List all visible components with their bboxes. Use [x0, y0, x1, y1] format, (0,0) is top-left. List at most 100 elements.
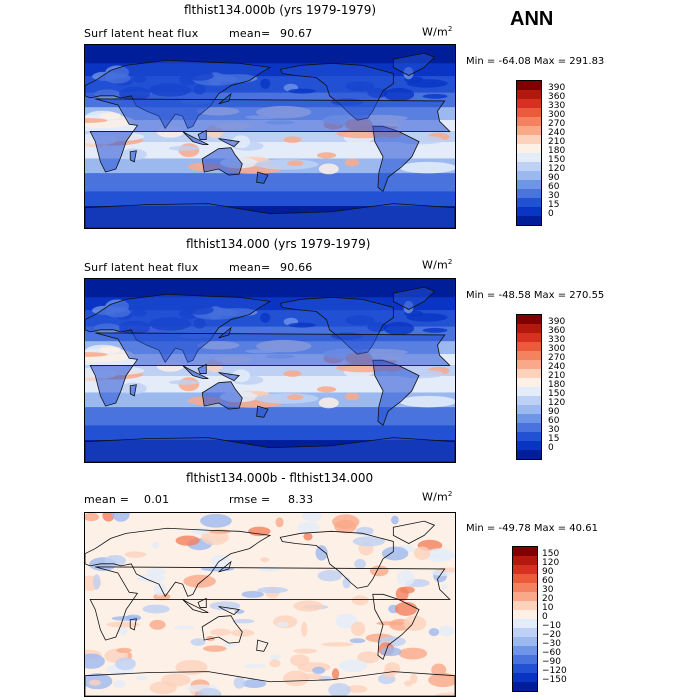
colorbar-tick-label: 90	[542, 567, 554, 577]
panel-2-map	[84, 278, 456, 463]
colorbar-swatch	[517, 99, 541, 108]
colorbar-swatch	[517, 378, 541, 387]
colorbar-swatch	[513, 655, 537, 664]
panel-1-mean-label: mean=	[229, 27, 271, 40]
panel-3-colorbar	[512, 546, 538, 692]
colorbar-swatch	[517, 396, 541, 405]
colorbar-swatch	[517, 117, 541, 126]
colorbar-tick-label: 60	[548, 182, 560, 192]
colorbar-tick-label: 120	[548, 164, 566, 174]
colorbar-tick-label: 270	[548, 119, 566, 129]
colorbar-tick-label: 30	[548, 191, 560, 201]
colorbar-tick-label: 360	[548, 92, 566, 102]
panel-3-rmse-label: rmse =	[229, 493, 271, 506]
colorbar-swatch	[517, 387, 541, 396]
colorbar-swatch	[517, 144, 541, 153]
colorbar-swatch	[517, 405, 541, 414]
colorbar-tick-label: 360	[548, 326, 566, 336]
colorbar-swatch	[513, 628, 537, 637]
colorbar-tick-label: 90	[548, 173, 560, 183]
panel-2-mean-label: mean=	[229, 261, 271, 274]
season-label: ANN	[510, 8, 554, 30]
colorbar-tick-label: 270	[548, 353, 566, 363]
panel-2-title: flthist134.000 (yrs 1979-1979)	[186, 237, 371, 251]
panel-3-map	[84, 512, 456, 697]
colorbar-swatch	[513, 673, 537, 682]
colorbar-swatch	[517, 153, 541, 162]
panel-2-variable: Surf latent heat flux	[84, 261, 199, 274]
colorbar-swatch	[517, 108, 541, 117]
colorbar-swatch	[517, 315, 541, 324]
colorbar-swatch	[513, 682, 537, 691]
colorbar-tick-label: −20	[542, 630, 561, 640]
colorbar-tick-label: 390	[548, 83, 566, 93]
panel-1-mean-value: 90.67	[280, 27, 313, 40]
colorbar-swatch	[517, 441, 541, 450]
colorbar-swatch	[513, 592, 537, 601]
panel-2-minmax: Min = -48.58 Max = 270.55	[466, 290, 605, 301]
colorbar-swatch	[517, 198, 541, 207]
colorbar-tick-label: −10	[542, 621, 561, 631]
colorbar-swatch	[517, 171, 541, 180]
panel-2-units: W/m2	[422, 258, 453, 272]
colorbar-swatch	[517, 351, 541, 360]
colorbar-swatch	[513, 637, 537, 646]
colorbar-tick-label: 60	[542, 576, 554, 586]
colorbar-swatch	[517, 207, 541, 216]
colorbar-tick-label: 150	[542, 549, 560, 559]
colorbar-tick-label: 330	[548, 101, 566, 111]
colorbar-swatch	[517, 216, 541, 225]
colorbar-tick-label: 0	[542, 612, 548, 622]
colorbar-swatch	[517, 414, 541, 423]
colorbar-swatch	[513, 574, 537, 583]
colorbar-tick-label: 150	[548, 389, 566, 399]
colorbar-swatch	[513, 646, 537, 655]
colorbar-tick-label: 300	[548, 110, 566, 120]
colorbar-swatch	[517, 342, 541, 351]
panel-2-colorbar	[516, 314, 542, 460]
colorbar-swatch	[517, 360, 541, 369]
colorbar-swatch	[513, 610, 537, 619]
colorbar-swatch	[517, 81, 541, 90]
colorbar-swatch	[517, 126, 541, 135]
colorbar-swatch	[513, 619, 537, 628]
colorbar-tick-label: 180	[548, 146, 566, 156]
colorbar-swatch	[517, 333, 541, 342]
panel-2-mean-value: 90.66	[280, 261, 313, 274]
colorbar-tick-label: 30	[548, 425, 560, 435]
colorbar-tick-label: −60	[542, 648, 561, 658]
panel-1-map	[84, 44, 456, 229]
panel-1-variable: Surf latent heat flux	[84, 27, 199, 40]
panel-3-units: W/m2	[422, 490, 453, 504]
colorbar-swatch	[517, 450, 541, 459]
panel-1-colorbar	[516, 80, 542, 226]
colorbar-tick-label: 240	[548, 128, 566, 138]
panel-3-mean-value: 0.01	[144, 493, 170, 506]
colorbar-swatch	[517, 90, 541, 99]
colorbar-tick-label: −90	[542, 657, 561, 667]
colorbar-swatch	[517, 135, 541, 144]
colorbar-swatch	[513, 583, 537, 592]
colorbar-tick-label: 20	[542, 594, 554, 604]
panel-1-units: W/m2	[422, 25, 453, 39]
colorbar-tick-label: 15	[548, 200, 560, 210]
colorbar-tick-label: 30	[542, 585, 554, 595]
panel-1-title: flthist134.000b (yrs 1979-1979)	[184, 3, 377, 17]
colorbar-tick-label: 120	[548, 398, 566, 408]
colorbar-tick-label: 60	[548, 416, 560, 426]
colorbar-tick-label: 90	[548, 407, 560, 417]
colorbar-swatch	[517, 162, 541, 171]
colorbar-tick-label: 390	[548, 317, 566, 327]
colorbar-swatch	[517, 324, 541, 333]
colorbar-tick-label: 0	[548, 209, 554, 219]
colorbar-swatch	[517, 432, 541, 441]
colorbar-tick-label: 15	[548, 434, 560, 444]
panel-1-minmax: Min = -64.08 Max = 291.83	[466, 56, 605, 67]
colorbar-swatch	[517, 189, 541, 198]
panel-3-mean-label: mean =	[84, 493, 130, 506]
panel-3-rmse-value: 8.33	[288, 493, 314, 506]
colorbar-tick-label: 0	[548, 443, 554, 453]
colorbar-tick-label: 150	[548, 155, 566, 165]
panel-3-minmax: Min = -49.78 Max = 40.61	[466, 523, 598, 534]
colorbar-tick-label: 210	[548, 371, 566, 381]
